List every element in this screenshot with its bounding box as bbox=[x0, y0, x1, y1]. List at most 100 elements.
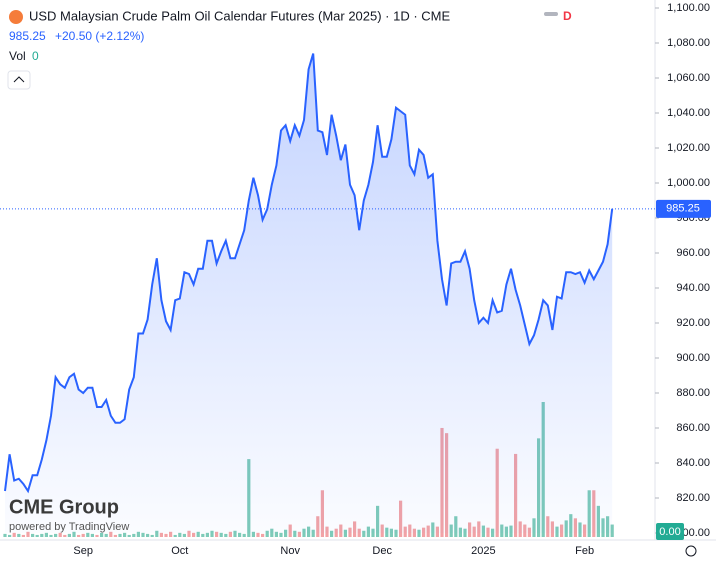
volume-bar bbox=[178, 532, 182, 537]
volume-tag-bg bbox=[656, 523, 684, 540]
volume-tag: 0.00 bbox=[659, 526, 680, 538]
volume-bar bbox=[330, 530, 334, 537]
volume-bar bbox=[67, 533, 71, 537]
volume-bar bbox=[279, 532, 283, 537]
volume-bar bbox=[17, 533, 21, 537]
x-tick-label: Sep bbox=[73, 545, 93, 557]
y-tick-label: 840.00 bbox=[676, 457, 710, 469]
volume-bar bbox=[44, 532, 48, 537]
volume-bar bbox=[187, 530, 191, 537]
y-tick-label: 1,020.00 bbox=[667, 142, 710, 154]
y-tick-label: 900.00 bbox=[676, 352, 710, 364]
last-price-tag: 985.25 bbox=[666, 203, 700, 215]
y-tick-label: 820.00 bbox=[676, 492, 710, 504]
volume-bar bbox=[196, 531, 200, 537]
volume-bar bbox=[49, 534, 53, 537]
volume-bar bbox=[256, 532, 260, 537]
volume-bar bbox=[127, 534, 131, 537]
volume-bar bbox=[113, 534, 117, 537]
y-tick-label: 1,040.00 bbox=[667, 107, 710, 119]
symbol-icon bbox=[9, 10, 23, 24]
brand-logo: CME Group bbox=[9, 496, 119, 518]
y-tick-label: 920.00 bbox=[676, 317, 710, 329]
volume-bar bbox=[297, 531, 301, 537]
volume-bar bbox=[242, 533, 246, 537]
powered-by: powered by TradingView bbox=[9, 521, 129, 533]
x-tick-label: 2025 bbox=[471, 545, 495, 557]
x-tick-label: Dec bbox=[372, 545, 392, 557]
volume-bar bbox=[394, 529, 398, 537]
volume-bar bbox=[362, 530, 366, 537]
volume-bar bbox=[159, 532, 163, 537]
volume-label: Vol bbox=[9, 49, 26, 63]
chart-title: USD Malaysian Crude Palm Oil Calendar Fu… bbox=[29, 8, 451, 23]
volume-bar bbox=[251, 531, 255, 537]
volume-bar bbox=[31, 533, 35, 537]
volume-bar bbox=[205, 532, 209, 537]
volume-bar bbox=[100, 532, 104, 537]
y-tick-label: 880.00 bbox=[676, 387, 710, 399]
volume-bar bbox=[86, 532, 90, 537]
volume-bar bbox=[26, 531, 30, 537]
volume-bar bbox=[72, 531, 76, 537]
volume-bar bbox=[343, 529, 347, 537]
volume-bar bbox=[104, 533, 108, 537]
volume-bar bbox=[274, 531, 278, 537]
volume-bar bbox=[109, 531, 113, 537]
volume-bar bbox=[35, 534, 39, 537]
y-tick-label: 1,080.00 bbox=[667, 37, 710, 49]
volume-value: 0 bbox=[32, 49, 39, 63]
volume-bar bbox=[238, 532, 242, 537]
y-tick-label: 960.00 bbox=[676, 247, 710, 259]
volume-bar bbox=[136, 531, 140, 537]
volume-bar bbox=[284, 529, 288, 537]
market-status bbox=[544, 12, 558, 16]
volume-bar bbox=[417, 529, 421, 537]
settings-icon[interactable] bbox=[685, 545, 697, 557]
volume-bar bbox=[164, 533, 168, 537]
volume-bar bbox=[265, 530, 269, 537]
volume-bar bbox=[192, 532, 196, 537]
volume-bar bbox=[8, 534, 12, 537]
volume-bar bbox=[81, 533, 85, 537]
volume-bar bbox=[77, 534, 81, 537]
y-tick-label: 1,060.00 bbox=[667, 72, 710, 84]
last-price: 985.25 bbox=[9, 29, 46, 43]
y-tick-label: 1,100.00 bbox=[667, 2, 710, 14]
volume-bar bbox=[150, 534, 154, 537]
volume-bar bbox=[123, 532, 127, 537]
volume-bar bbox=[12, 532, 16, 537]
volume-bar bbox=[201, 533, 205, 537]
price-line bbox=[4, 53, 614, 494]
volume-bar bbox=[228, 531, 232, 537]
volume-bar bbox=[3, 533, 7, 537]
volume-bar bbox=[132, 533, 136, 537]
volume-bar bbox=[182, 533, 186, 537]
x-tick-label: Feb bbox=[575, 545, 594, 557]
volume-bar bbox=[90, 533, 94, 537]
volume-bar bbox=[58, 532, 62, 537]
volume-bar bbox=[95, 534, 99, 537]
volume-bar bbox=[141, 532, 145, 537]
volume-bar bbox=[261, 533, 265, 537]
volume-bar bbox=[21, 534, 25, 537]
volume-bar bbox=[293, 530, 297, 537]
volume-bar bbox=[40, 533, 44, 537]
y-tick-label: 940.00 bbox=[676, 282, 710, 294]
price-area bbox=[5, 53, 613, 533]
volume-bar bbox=[146, 533, 150, 537]
delay-badge: D bbox=[563, 9, 572, 23]
y-tick-label: 860.00 bbox=[676, 422, 710, 434]
last-price-tag-bg bbox=[656, 199, 711, 218]
price-change: +20.50 (+2.12%) bbox=[55, 29, 144, 43]
volume-bar bbox=[118, 533, 122, 537]
volume-bar bbox=[173, 534, 177, 537]
collapse-button[interactable] bbox=[7, 70, 31, 90]
volume-bar bbox=[224, 533, 228, 537]
y-tick-label: 1,000.00 bbox=[667, 177, 710, 189]
collapse-icon bbox=[13, 76, 25, 83]
volume-bar bbox=[63, 534, 67, 537]
volume-bar bbox=[169, 531, 173, 537]
